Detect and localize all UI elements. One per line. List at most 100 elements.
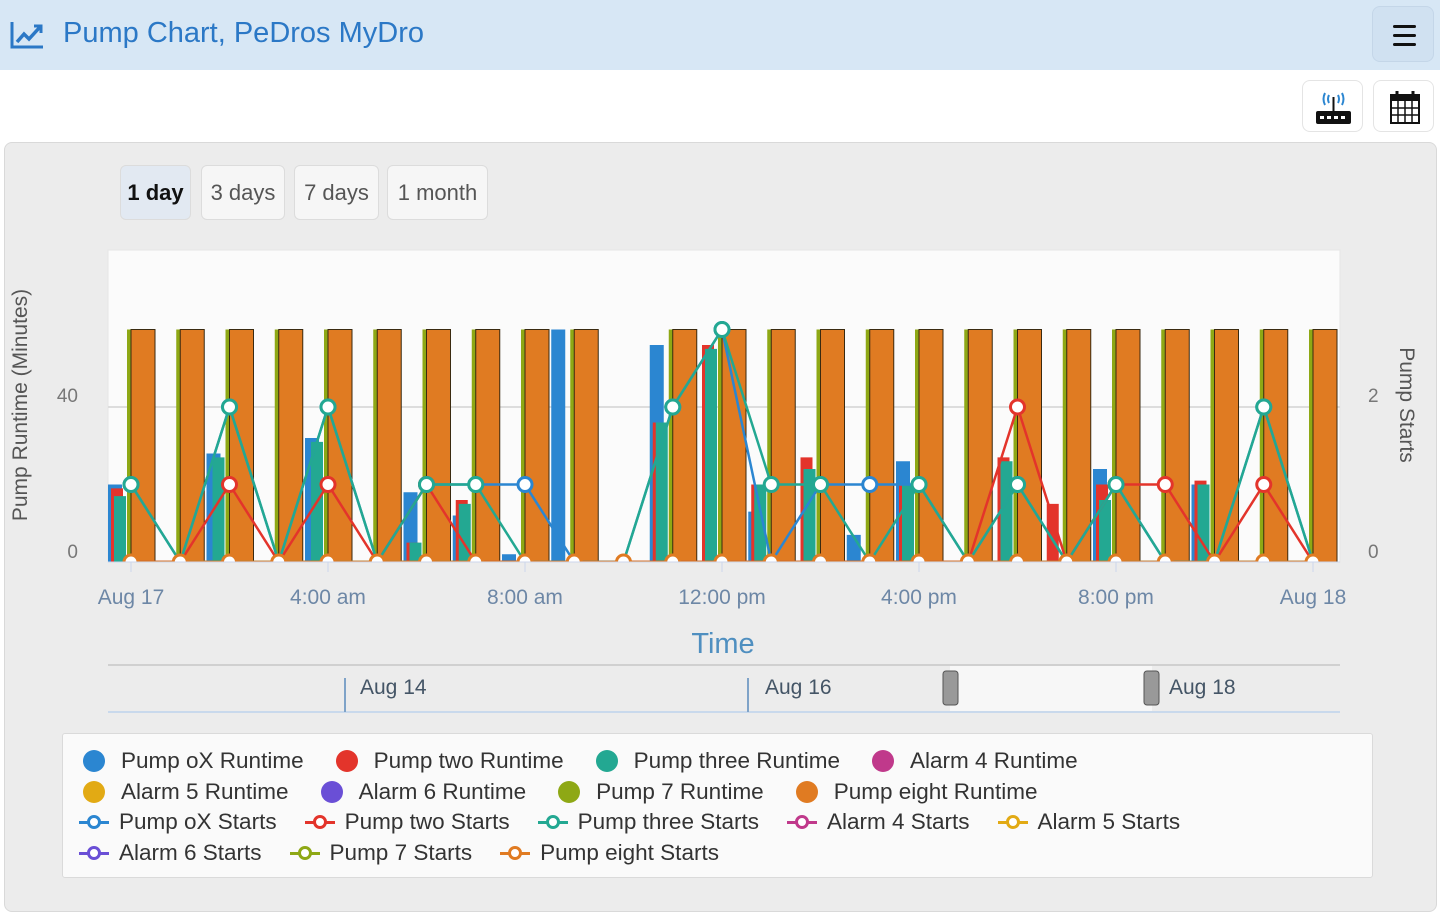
navigator-left-handle[interactable] bbox=[942, 670, 959, 706]
point-pump-three-starts[interactable] bbox=[910, 476, 928, 493]
point-pump-three-starts[interactable] bbox=[319, 398, 337, 416]
point-pump-eight-starts[interactable] bbox=[467, 553, 485, 569]
range-7-days-button[interactable]: 7 days bbox=[294, 165, 379, 220]
point-pump-eight-starts[interactable] bbox=[368, 553, 386, 569]
point-pump-eight-starts[interactable] bbox=[516, 553, 534, 569]
app-header: Pump Chart, PeDros MyDro bbox=[0, 0, 1440, 70]
bar-pump-eight-runtime bbox=[426, 329, 451, 562]
legend-item[interactable]: Pump two Runtime bbox=[332, 748, 564, 774]
x-tick-label: Aug 18 bbox=[1280, 586, 1347, 609]
point-pump-two-starts[interactable] bbox=[221, 476, 238, 493]
point-pump-eight-starts[interactable] bbox=[1009, 553, 1026, 569]
point-pump-eight-starts[interactable] bbox=[1304, 553, 1322, 569]
point-pump-eight-starts[interactable] bbox=[122, 553, 140, 569]
point-pump-three-starts[interactable] bbox=[1107, 476, 1125, 493]
point-pump-eight-starts[interactable] bbox=[1156, 553, 1174, 569]
point-pump-eight-starts[interactable] bbox=[664, 553, 682, 569]
legend-item[interactable]: Alarm 4 Starts bbox=[786, 809, 970, 835]
legend-item[interactable]: Alarm 4 Runtime bbox=[868, 748, 1078, 774]
navigator-label: Aug 14 bbox=[360, 676, 427, 699]
legend-label: Alarm 4 Runtime bbox=[910, 748, 1078, 774]
bar-pump-ox-runtime bbox=[502, 554, 516, 562]
navigator-label: Aug 18 bbox=[1169, 676, 1236, 699]
y2-tick-label: 0 bbox=[1368, 542, 1379, 563]
point-pump-three-starts[interactable] bbox=[418, 476, 435, 493]
point-pump-eight-starts[interactable] bbox=[861, 553, 879, 569]
bar-pump-three-runtime bbox=[1197, 484, 1210, 562]
point-pump-three-starts[interactable] bbox=[812, 476, 829, 493]
bar-pump-three-runtime bbox=[114, 496, 126, 562]
point-pump-two-starts[interactable] bbox=[319, 476, 337, 493]
x-tick-label: 8:00 pm bbox=[1078, 586, 1154, 609]
point-pump-eight-starts[interactable] bbox=[1206, 553, 1223, 569]
legend-item[interactable]: Pump two Starts bbox=[304, 809, 510, 835]
point-pump-eight-starts[interactable] bbox=[959, 553, 977, 569]
legend-label: Alarm 5 Starts bbox=[1037, 809, 1181, 835]
legend-item[interactable]: Alarm 5 Runtime bbox=[79, 779, 289, 805]
point-pump-two-starts[interactable] bbox=[1255, 476, 1273, 493]
point-pump-three-starts[interactable] bbox=[1255, 398, 1273, 416]
legend-row: Alarm 6 Starts Pump 7 Starts Pump eight St… bbox=[79, 838, 1372, 869]
legend-item[interactable]: Pump three Runtime bbox=[592, 748, 840, 774]
legend-item[interactable]: Alarm 6 Runtime bbox=[317, 779, 526, 805]
point-pump-two-starts[interactable] bbox=[1156, 476, 1174, 493]
point-pump-eight-starts[interactable] bbox=[1107, 553, 1125, 569]
point-pump-eight-starts[interactable] bbox=[910, 553, 928, 569]
range-3-days-button[interactable]: 3 days bbox=[201, 165, 285, 220]
point-pump-three-starts[interactable] bbox=[1009, 476, 1026, 493]
point-pump-three-starts[interactable] bbox=[467, 476, 485, 493]
point-pump-three-starts[interactable] bbox=[221, 398, 238, 416]
bar-pump-7-runtime bbox=[1062, 329, 1067, 562]
x-tick-label: 8:00 am bbox=[487, 586, 563, 609]
point-pump-three-starts[interactable] bbox=[664, 398, 682, 416]
legend-item[interactable]: Pump oX Runtime bbox=[79, 748, 304, 774]
point-pump-eight-starts[interactable] bbox=[713, 553, 731, 569]
legend-item[interactable]: Pump oX Starts bbox=[79, 809, 277, 835]
navigator-selection[interactable] bbox=[950, 666, 1152, 712]
navigator-right-handle[interactable] bbox=[1143, 670, 1160, 706]
chart-legend: Pump oX Runtime Pump two Runtime Pump thre… bbox=[62, 733, 1373, 878]
point-pump-three-starts[interactable] bbox=[762, 476, 780, 493]
point-pump-eight-starts[interactable] bbox=[1255, 553, 1273, 569]
legend-item[interactable]: Pump eight Starts bbox=[500, 840, 719, 866]
legend-line-marker-icon bbox=[304, 812, 335, 832]
point-pump-eight-starts[interactable] bbox=[762, 553, 780, 569]
legend-label: Pump three Runtime bbox=[633, 748, 841, 774]
point-pump-eight-starts[interactable] bbox=[171, 553, 189, 569]
legend-item[interactable]: Pump eight Runtime bbox=[792, 779, 1038, 805]
point-pump-eight-starts[interactable] bbox=[221, 553, 238, 569]
legend-item[interactable]: Pump 7 Starts bbox=[289, 840, 472, 866]
range-navigator[interactable]: Aug 14 Aug 16 Aug 18 bbox=[108, 664, 1340, 713]
point-pump-eight-starts[interactable] bbox=[319, 553, 337, 569]
legend-label: Alarm 4 Starts bbox=[826, 809, 970, 835]
legend-line-marker-icon bbox=[500, 843, 531, 863]
point-pump-eight-starts[interactable] bbox=[270, 553, 288, 569]
point-pump-eight-starts[interactable] bbox=[615, 553, 632, 569]
device-button[interactable] bbox=[1302, 80, 1363, 132]
point-pump-three-starts[interactable] bbox=[122, 476, 140, 493]
legend-item[interactable]: Alarm 6 Starts bbox=[79, 840, 262, 866]
point-pump-eight-starts[interactable] bbox=[565, 553, 583, 569]
legend-item[interactable]: Pump three Starts bbox=[537, 809, 759, 835]
point-pump-eight-starts[interactable] bbox=[1058, 553, 1076, 569]
bar-pump-7-runtime bbox=[1013, 329, 1018, 562]
point-pump-two-starts[interactable] bbox=[1009, 398, 1026, 416]
range-1-day-button[interactable]: 1 day bbox=[120, 165, 191, 220]
page-title: Pump Chart, PeDros MyDro bbox=[63, 17, 424, 49]
point-pump-ox-starts[interactable] bbox=[516, 476, 534, 493]
legend-item[interactable]: Pump 7 Runtime bbox=[554, 779, 764, 805]
point-pump-ox-starts[interactable] bbox=[861, 476, 879, 493]
point-pump-three-starts[interactable] bbox=[713, 321, 731, 338]
bar-pump-eight-runtime bbox=[376, 329, 402, 562]
bar-pump-7-runtime bbox=[373, 329, 378, 562]
hamburger-icon bbox=[1393, 25, 1416, 28]
legend-item[interactable]: Alarm 5 Starts bbox=[997, 809, 1181, 835]
legend-line-marker-icon bbox=[79, 812, 109, 832]
range-1-month-button[interactable]: 1 month bbox=[387, 165, 488, 220]
point-pump-eight-starts[interactable] bbox=[812, 553, 829, 569]
point-pump-eight-starts[interactable] bbox=[418, 553, 435, 569]
bar-pump-7-runtime bbox=[1259, 329, 1264, 562]
legend-label: Pump eight Runtime bbox=[833, 778, 1038, 804]
calendar-button[interactable] bbox=[1373, 80, 1434, 132]
menu-button[interactable] bbox=[1372, 6, 1434, 62]
